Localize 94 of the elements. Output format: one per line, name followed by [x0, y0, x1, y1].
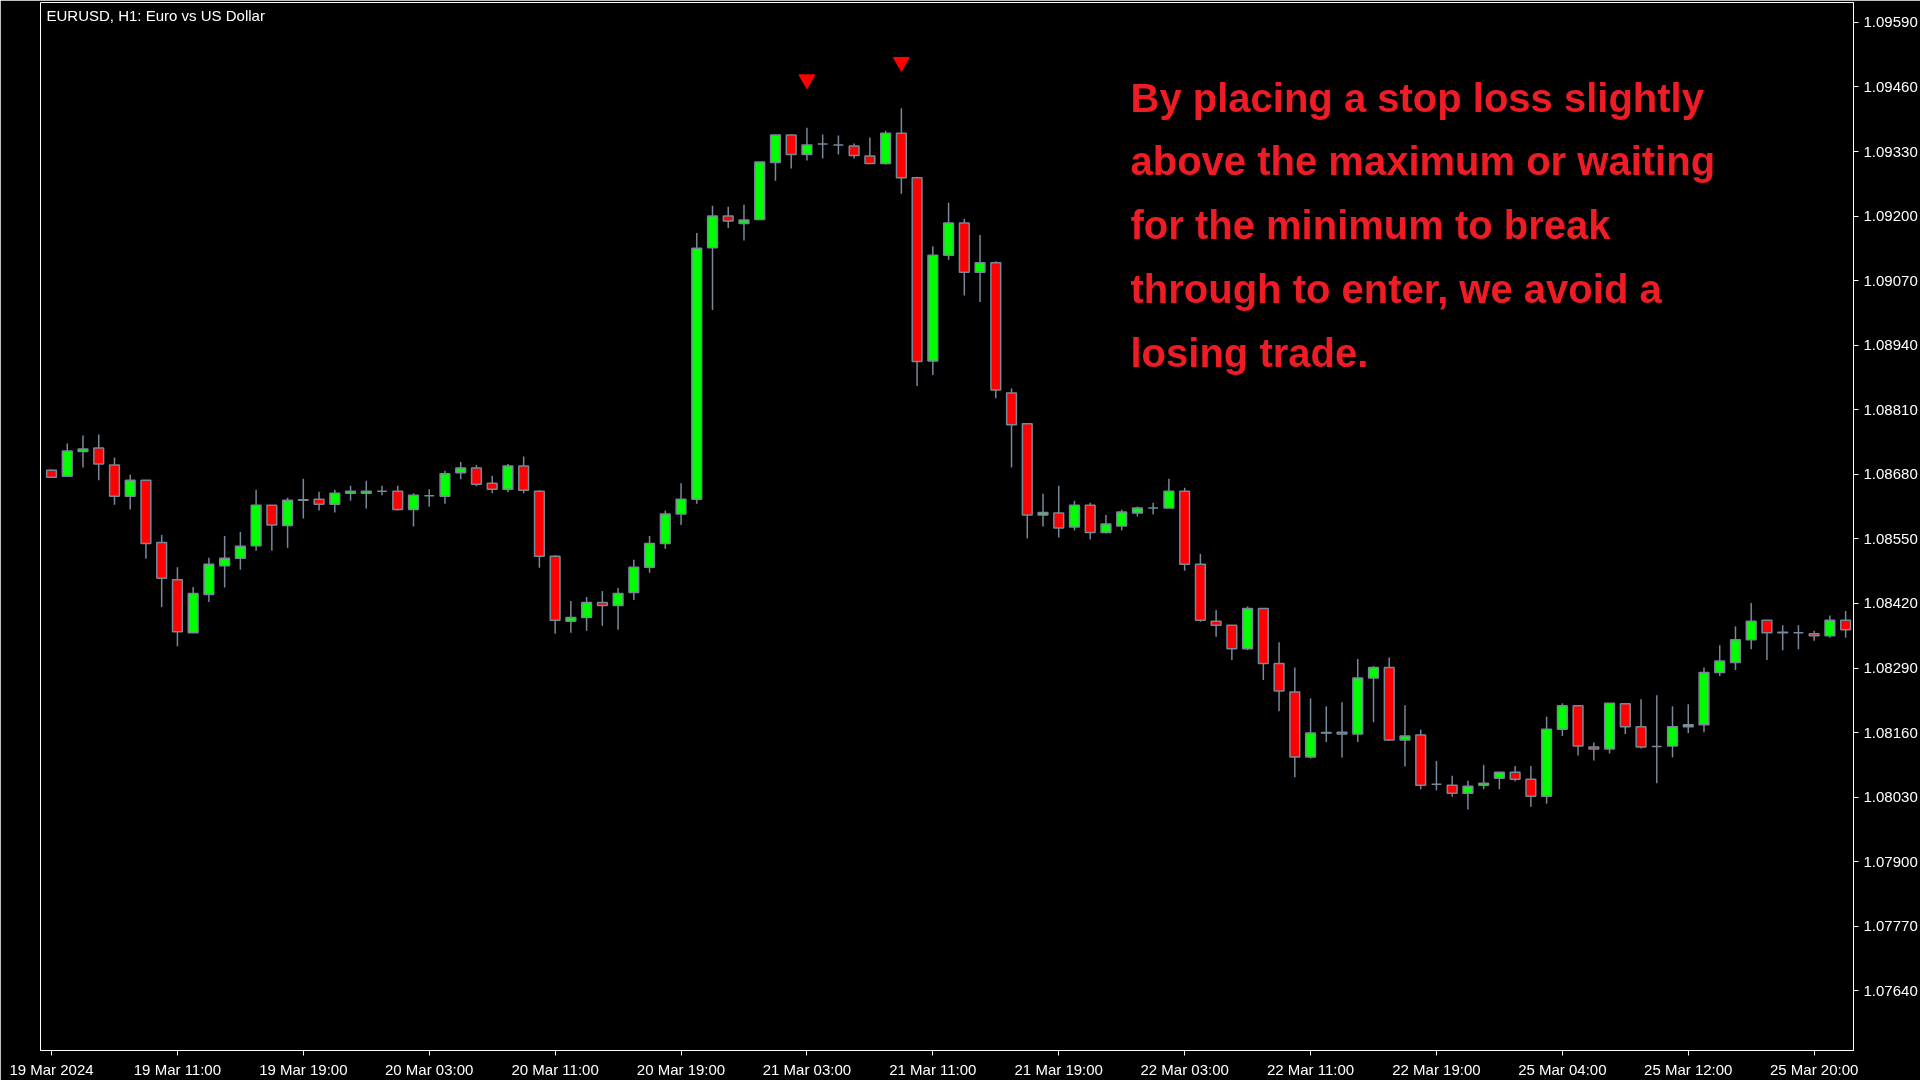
candlestick	[1367, 665, 1380, 723]
annotation: By placing a stop loss slightly above the maximum or waiting for the minimum to break through to enter, we avoid a losing trade.	[1130, 75, 1716, 375]
candlestick	[407, 492, 420, 528]
candlestick	[643, 535, 656, 574]
x-tick-label: 20 Mar 19:00	[636, 1060, 726, 1078]
y-tick-label: 1.09200	[1863, 207, 1918, 225]
x-tick-label: 25 Mar 12:00	[1644, 1060, 1733, 1078]
x-tick-label: 22 Mar 11:00	[1266, 1060, 1355, 1078]
candlestick	[93, 433, 105, 482]
candlestick	[1745, 602, 1757, 650]
candlestick	[1053, 485, 1065, 539]
candlestick	[1619, 703, 1631, 735]
y-tick-label: 1.07640	[1863, 981, 1918, 999]
candlestick	[1588, 741, 1600, 762]
candlestick	[612, 587, 624, 631]
candlestick	[1320, 705, 1332, 743]
candlestick	[313, 490, 325, 512]
candlestick	[1729, 625, 1742, 671]
x-tick-label: 22 Mar 19:00	[1392, 1060, 1481, 1078]
x-tick-label: 19 Mar 2024	[9, 1060, 94, 1078]
y-tick-label: 1.08030	[1863, 788, 1918, 806]
candlestick	[77, 434, 89, 469]
candlestick	[1336, 701, 1348, 759]
candlestick	[722, 205, 734, 229]
y-tick-label: 1.09460	[1863, 77, 1918, 95]
candlestick	[565, 600, 577, 634]
y-tick-label: 1.07770	[1863, 917, 1918, 935]
candlestick	[439, 470, 451, 505]
x-tick-label: 21 Mar 11:00	[889, 1060, 977, 1078]
candlestick	[266, 504, 278, 552]
candlestick	[1163, 478, 1175, 509]
candlestick	[502, 463, 514, 493]
x-tick-label: 21 Mar 03:00	[762, 1060, 852, 1078]
x-tick-label: 25 Mar 20:00	[1769, 1060, 1859, 1078]
candlestick	[124, 474, 136, 511]
y-tick-label: 1.07900	[1863, 852, 1918, 870]
candlestick	[1304, 697, 1317, 760]
candlestick	[470, 464, 483, 488]
candlestick	[1462, 780, 1474, 811]
candlestick	[738, 203, 750, 242]
candlestick	[832, 134, 845, 156]
y-tick-label: 1.08940	[1863, 336, 1918, 354]
candlestick	[580, 596, 593, 632]
candlestick	[1525, 765, 1537, 808]
y-tick-label: 1.09070	[1863, 271, 1918, 289]
candlestick	[817, 133, 829, 160]
y-tick-label: 1.08420	[1863, 594, 1918, 612]
candlestick	[1068, 499, 1081, 532]
y-tick-label: 1.09330	[1863, 142, 1918, 160]
candlestick	[234, 531, 246, 571]
candlestick	[360, 480, 372, 510]
candlestick	[974, 234, 986, 303]
candlestick	[1446, 775, 1458, 798]
x-tick-label: 22 Mar 03:00	[1140, 1060, 1229, 1078]
candlestick	[392, 485, 404, 512]
candlestick	[675, 482, 687, 526]
candlestick	[1147, 501, 1159, 516]
candlestick	[1824, 614, 1836, 639]
y-tick-label: 1.08680	[1863, 465, 1918, 483]
candlestick	[1226, 624, 1238, 661]
candlestick	[785, 134, 797, 170]
candlestick	[1792, 624, 1805, 650]
candlestick	[329, 489, 341, 514]
y-tick-label: 1.08290	[1863, 659, 1918, 677]
x-tick-label: 25 Mar 04:00	[1518, 1060, 1607, 1078]
candlestick	[297, 478, 309, 520]
candlestick	[1777, 624, 1789, 651]
x-tick-label: 19 Mar 11:00	[133, 1060, 222, 1078]
candlestick	[1556, 702, 1568, 737]
y-tick-label: 1.08810	[1863, 400, 1918, 418]
candlestick	[1635, 698, 1647, 750]
candlestick	[864, 136, 876, 165]
chart-title: EURUSD, H1: Euro vs US Dollar	[46, 6, 265, 24]
candlestick	[423, 488, 435, 508]
candlestick	[1210, 609, 1222, 638]
candlestick	[1666, 705, 1679, 759]
candlestick	[1714, 644, 1726, 677]
x-tick-label: 20 Mar 11:00	[511, 1060, 599, 1078]
y-tick-label: 1.08160	[1863, 723, 1918, 741]
y-tick-label: 1.09590	[1863, 13, 1918, 31]
candlestick	[1399, 704, 1411, 768]
x-tick-label: 20 Mar 03:00	[385, 1060, 474, 1078]
candlestick	[1761, 619, 1773, 661]
candlestick	[1840, 610, 1852, 639]
candlestick	[376, 485, 388, 496]
y-tick-label: 1.08550	[1863, 529, 1918, 547]
candlestick	[1116, 508, 1128, 532]
x-tick-label: 19 Mar 19:00	[259, 1060, 348, 1078]
candlestick	[596, 590, 608, 627]
candlestick	[1651, 694, 1663, 785]
candlestick	[1037, 492, 1049, 528]
candlestick	[1430, 760, 1443, 791]
x-tick-label: 21 Mar 19:00	[1014, 1060, 1103, 1078]
candlestick	[801, 126, 813, 162]
